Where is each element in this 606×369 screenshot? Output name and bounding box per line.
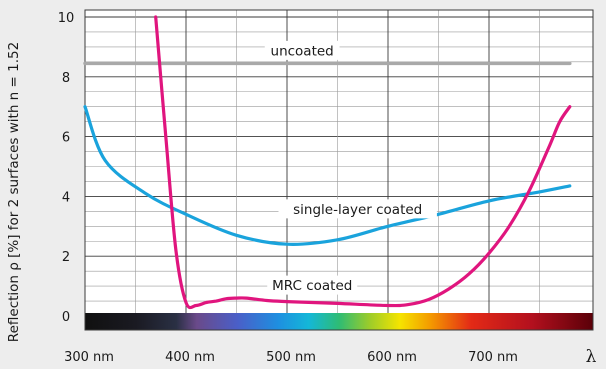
y-axis-title: Reflection ρ [%] for 2 surfaces with n =… xyxy=(6,42,22,342)
series-mrc-line xyxy=(154,15,572,310)
y-tick-label: 0 xyxy=(62,310,70,325)
annotations: uncoated single-layer coated MRC coated xyxy=(264,40,437,295)
x-tick-label: 500 nm xyxy=(266,350,316,365)
series-label: single-layer coated xyxy=(293,202,422,218)
series-label: uncoated xyxy=(271,43,334,59)
annotation-background xyxy=(278,199,437,219)
x-tick-label: 600 nm xyxy=(367,350,417,365)
y-tick-label: 6 xyxy=(62,131,70,146)
y-tick-label: 10 xyxy=(58,11,75,26)
series-lines xyxy=(83,15,572,310)
x-tick-label: 700 nm xyxy=(468,350,518,365)
axes: 0 2 4 6 8 10 300 nm 400 nm 500 nm 600 nm 700 nm λ xyxy=(58,9,597,367)
x-axis-symbol: λ xyxy=(586,347,597,367)
series-label: MRC coated xyxy=(272,278,352,294)
annotation-background xyxy=(267,275,358,295)
x-tick-label: 400 nm xyxy=(165,350,215,365)
y-tick-label: 8 xyxy=(62,71,70,86)
y-tick-label: 4 xyxy=(62,190,70,205)
annotation-background xyxy=(264,40,340,60)
series-single-layer-line xyxy=(83,105,572,246)
x-tick-label: 300 nm xyxy=(64,350,114,365)
spectrum-bar xyxy=(85,313,593,330)
y-tick-label: 2 xyxy=(62,250,70,265)
plot-border xyxy=(84,9,594,331)
